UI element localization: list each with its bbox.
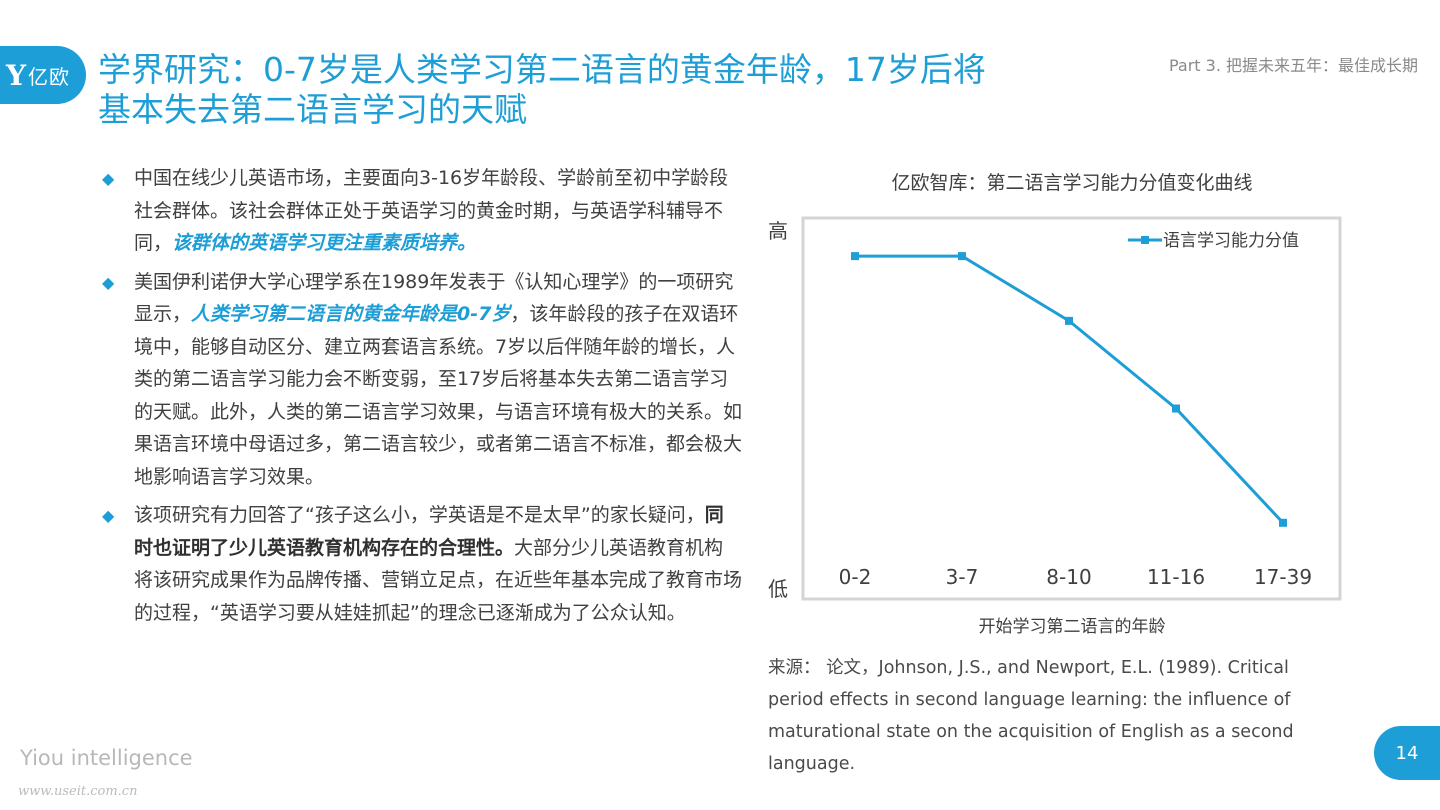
data-point bbox=[958, 252, 966, 261]
bullet-bold: 同时也证明了少儿英语教育机构存在的合理性。 bbox=[134, 504, 724, 559]
chart-legend: 语言学习能力分值 bbox=[1128, 231, 1299, 251]
legend-label: 语言学习能力分值 bbox=[1163, 231, 1299, 251]
data-point bbox=[851, 252, 859, 261]
footer-url: www.useit.com.cn bbox=[18, 784, 138, 799]
bullet-text: 该项研究有力回答了“孩子这么小，学英语是不是太早”的家长疑问， bbox=[134, 504, 705, 526]
logo-mark: Y bbox=[6, 58, 26, 92]
footer-brand: Yiou intelligence bbox=[20, 746, 193, 770]
logo-text: 亿欧 bbox=[28, 64, 70, 89]
data-point bbox=[1065, 316, 1073, 325]
data-point bbox=[1279, 518, 1287, 527]
diamond-icon: ◆ bbox=[102, 506, 115, 525]
source-note: 来源： 论文，Johnson, J.S., and Newport, E.L. … bbox=[768, 658, 1294, 774]
bullet-text-after: 大部分少儿英语教育机构将该研究成果作为品牌传播、营销立足点，在近些年基本完成了教… bbox=[134, 536, 743, 624]
bullet-text: 中国在线少儿英语市场，主要面向3-16岁年龄段、学龄前至初中学龄段社会群体。该社… bbox=[134, 167, 729, 254]
section-label: Part 3. 把握未来五年：最佳成长期 bbox=[1168, 56, 1418, 75]
bullet-highlight: 人类学习第二语言的黄金年龄是0-7岁 bbox=[191, 303, 511, 325]
page-number: 14 bbox=[1374, 726, 1440, 780]
bullet-item: ◆ 美国伊利诺伊大学心理学系在1989年发表于《认知心理学》的一项研究显示，人类… bbox=[102, 266, 742, 494]
diamond-icon: ◆ bbox=[102, 272, 115, 292]
title-line-2: 基本失去第二语言学习的天赋 bbox=[98, 90, 527, 129]
diamond-icon: ◆ bbox=[102, 169, 115, 188]
yiou-logo: Y 亿欧 bbox=[0, 46, 86, 104]
bullet-text: 美国伊利诺伊大学心理学系在1989年发表于《认知心理学》的一项研究显示， bbox=[134, 270, 734, 326]
data-point bbox=[1172, 404, 1180, 413]
x-tick-label: 0-2 bbox=[839, 565, 872, 589]
plot-frame bbox=[801, 216, 1342, 601]
x-axis-title: 开始学习第二语言的年龄 bbox=[978, 617, 1166, 637]
bullet-item: ◆ 中国在线少儿英语市场，主要面向3-16岁年龄段、学龄前至初中学龄段社会群体。… bbox=[102, 162, 742, 260]
chart-title: 亿欧智库：第二语言学习能力分值变化曲线 bbox=[891, 172, 1253, 194]
legend-marker bbox=[1141, 236, 1149, 244]
bullet-highlight: 该群体的英语学习更注重素质培养。 bbox=[172, 232, 477, 254]
bullet-item: ◆ 该项研究有力回答了“孩子这么小，学英语是不是太早”的家长疑问，同时也证明了少… bbox=[102, 499, 742, 629]
x-tick-label: 3-7 bbox=[946, 565, 979, 589]
y-high-label: 高 bbox=[768, 219, 788, 243]
x-tick-label: 17-39 bbox=[1254, 565, 1312, 589]
bullet-text-after: ，该年龄段的孩子在双语环境中，能够自动区分、建立两套语言系统。7岁以后伴随年龄的… bbox=[134, 303, 743, 488]
title-line-1: 学界研究：0-7岁是人类学习第二语言的黄金年龄，17岁后将 bbox=[98, 50, 986, 89]
page-title: 学界研究：0-7岁是人类学习第二语言的黄金年龄，17岁后将 基本失去第二语言学习… bbox=[98, 50, 1098, 130]
line-chart: 高 低 语言学习能力分值 0-2 3-7 8-10 11-16 17-39 bbox=[768, 216, 1342, 601]
x-tick-label: 8-10 bbox=[1046, 565, 1091, 589]
bullet-list: ◆ 中国在线少儿英语市场，主要面向3-16岁年龄段、学龄前至初中学龄段社会群体。… bbox=[102, 162, 742, 635]
x-tick-label: 11-16 bbox=[1147, 565, 1205, 589]
y-low-label: 低 bbox=[768, 577, 788, 601]
